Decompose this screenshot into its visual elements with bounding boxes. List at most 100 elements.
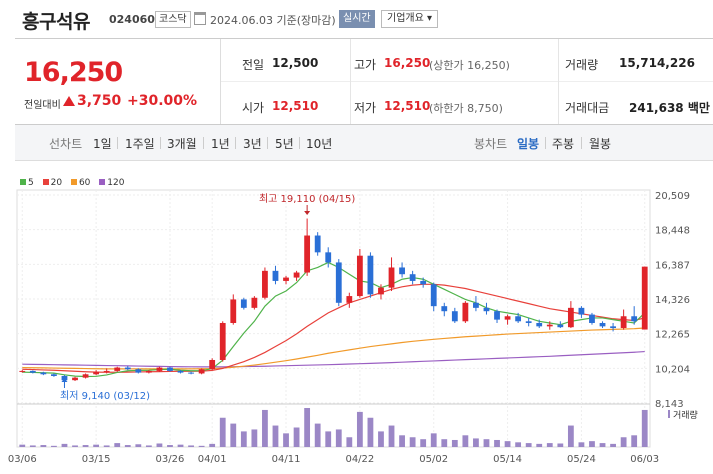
ma-legend: 5 20 60 120 — [20, 178, 130, 188]
high-arrow-head — [304, 211, 311, 215]
volume-bar — [188, 445, 194, 447]
volume-bar — [82, 445, 89, 447]
open-value: 12,510 — [272, 99, 319, 113]
x-tick-label: 04/01 — [198, 454, 227, 465]
candle-daily[interactable]: 일봉 — [517, 137, 540, 151]
candle-body — [283, 277, 289, 281]
x-tick-label: 05/14 — [493, 454, 522, 465]
candle-body — [346, 296, 353, 303]
volume-bar — [494, 439, 500, 447]
trade-amount-label: 거래대금 — [565, 101, 610, 115]
candle-body — [631, 316, 638, 322]
volume-bar — [473, 438, 479, 447]
candle-body — [272, 270, 279, 281]
low-arrow-head — [61, 378, 68, 382]
candle-body — [177, 370, 184, 373]
candle-body — [240, 299, 247, 308]
volume-bar — [399, 435, 405, 447]
candle-body — [462, 302, 469, 322]
x-tick-label: 04/11 — [272, 454, 301, 465]
candle-weekly[interactable]: 주봉 — [552, 137, 575, 151]
volume-bar — [409, 437, 416, 447]
divider — [299, 137, 300, 149]
realtime-button[interactable]: 실시간 — [339, 10, 375, 28]
volume-bar — [567, 425, 574, 447]
volume-bar — [314, 423, 321, 447]
period-1d[interactable]: 1일 — [93, 137, 112, 151]
candle-body — [451, 311, 458, 322]
change-percent: +30.00% — [127, 93, 198, 109]
candle-body — [293, 272, 300, 278]
prev-close-label: 전일 — [242, 58, 265, 72]
volume-bar — [262, 409, 268, 447]
candle-body — [420, 280, 427, 285]
period-1w[interactable]: 1주일 — [125, 137, 155, 151]
x-tick-label: 03/26 — [156, 454, 185, 465]
volume-bar — [462, 435, 469, 447]
volume-bar — [504, 441, 511, 447]
candle-body — [557, 324, 564, 328]
volume-bar — [346, 437, 353, 447]
stock-header: 흥구석유 024060 코스닥 2024.06.03 기준(장마감) 실시간 기… — [0, 0, 713, 38]
volume-bar — [72, 445, 78, 447]
candle-body — [103, 370, 110, 372]
volume-bar — [451, 439, 458, 447]
low-label: 저가 — [354, 101, 377, 115]
period-10y[interactable]: 10년 — [306, 137, 333, 151]
period-3m[interactable]: 3개월 — [167, 137, 197, 151]
candle-body — [219, 322, 226, 360]
candle-body — [304, 235, 311, 273]
divider — [581, 137, 582, 149]
x-tick-label: 05/02 — [419, 454, 448, 465]
high-label: 고가 — [354, 58, 377, 72]
divider — [558, 39, 559, 124]
x-tick-label: 03/06 — [8, 454, 37, 465]
line-chart-label: 선차트 — [49, 137, 83, 151]
candle-body — [325, 252, 332, 263]
candle-body — [378, 287, 384, 295]
volume-bar — [430, 433, 437, 447]
price-summary: 16,250 전일대비 3,750 +30.00% 전일 12,500 고가 1… — [15, 38, 713, 125]
up-arrow-icon — [63, 96, 75, 106]
candle-body — [483, 307, 490, 312]
volume-bar — [378, 431, 384, 447]
ma120-line — [22, 350, 645, 368]
volume-bar — [272, 425, 279, 447]
volume-bar — [114, 443, 121, 447]
company-overview-button[interactable]: 기업개요 ▾ — [381, 10, 438, 28]
volume-value: 15,714,226 — [619, 56, 695, 70]
y-tick-label: 18,448 — [655, 226, 690, 237]
candle-body — [230, 299, 237, 323]
volume-bar — [103, 445, 110, 447]
volume-bar — [578, 442, 585, 447]
candle-body — [51, 374, 57, 376]
period-toolbar: 선차트 1일 1주일 3개월 1년 3년 5년 10년 봉차트 일봉 주봉 월봉 — [15, 125, 713, 161]
candle-body — [251, 297, 258, 308]
candle-monthly[interactable]: 월봉 — [589, 137, 612, 151]
candle-body — [29, 370, 36, 373]
divider — [117, 137, 118, 149]
candle-body — [504, 316, 511, 320]
period-5y[interactable]: 5년 — [275, 137, 294, 151]
y-tick-label: 20,509 — [655, 191, 690, 202]
candle-body — [314, 235, 321, 253]
volume-bar — [209, 443, 216, 447]
high-annotation: 최고 19,110 (04/15) — [259, 193, 355, 205]
calendar-icon — [194, 12, 206, 25]
volume-bar — [515, 442, 522, 447]
volume-bar — [198, 445, 205, 447]
volume-bar — [388, 425, 395, 447]
period-1y[interactable]: 1년 — [211, 137, 230, 151]
volume-bar — [367, 417, 374, 447]
divider — [350, 39, 351, 124]
high-value: 16,250 — [384, 56, 431, 70]
candle-body — [262, 270, 268, 298]
current-price-box: 16,250 전일대비 3,750 +30.00% — [15, 39, 221, 124]
y-tick-label: 14,326 — [655, 295, 690, 306]
period-3y[interactable]: 3년 — [243, 137, 262, 151]
candle-body — [145, 370, 152, 373]
volume-legend: 거래량 — [673, 409, 698, 421]
volume-bar — [283, 433, 289, 447]
volume-label: 거래량 — [565, 58, 599, 72]
